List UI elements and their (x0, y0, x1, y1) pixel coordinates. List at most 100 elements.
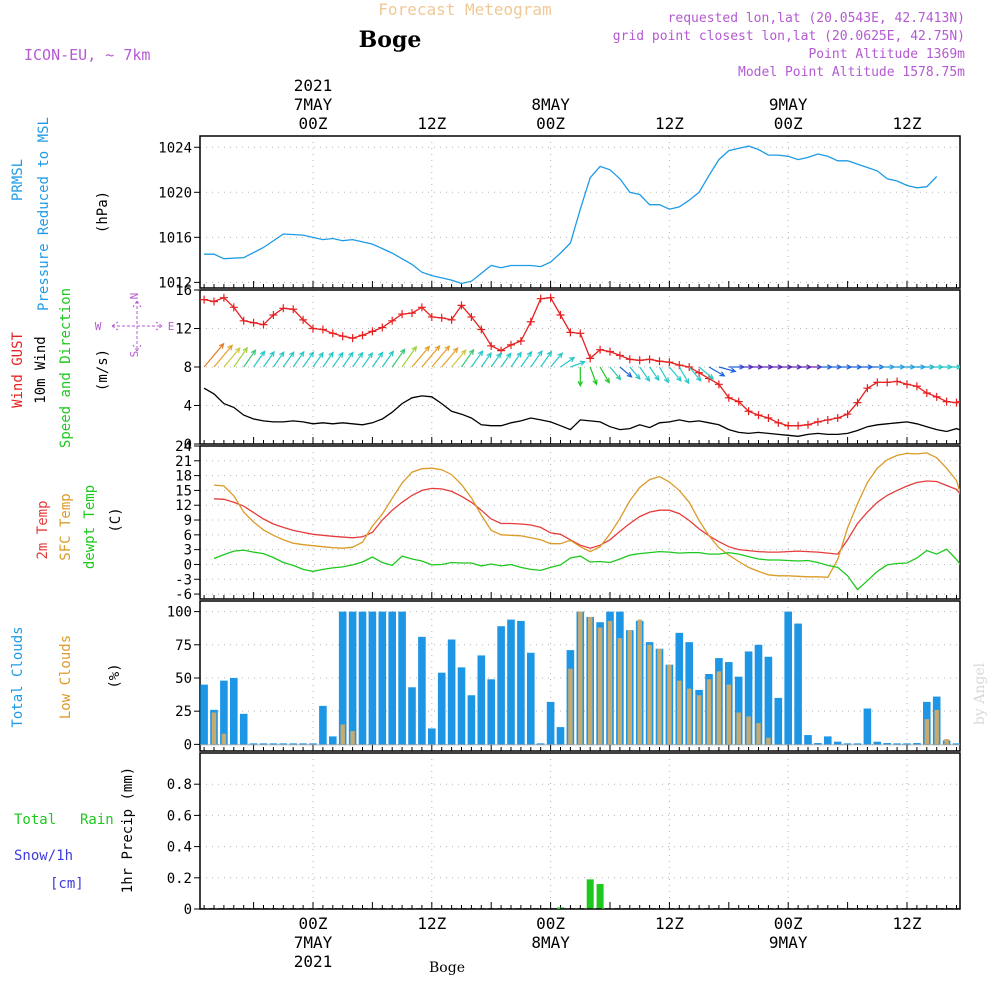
chart-title: Forecast Meteogram (378, 0, 551, 19)
y-tick-label: 15 (175, 483, 192, 499)
wind-arrow (708, 366, 726, 377)
wind-arrow (658, 366, 670, 384)
sfc-line (213, 452, 960, 578)
y-tick-label: -3 (175, 572, 192, 588)
wind-arrow (352, 351, 364, 368)
pressure-line (204, 145, 938, 285)
wind-arrow (599, 366, 610, 384)
total-cloud-bar (368, 611, 377, 745)
gust-marker (269, 311, 278, 320)
dir-key-cross (111, 300, 163, 352)
total-cloud-bar (517, 620, 525, 745)
total-cloud-bar (833, 741, 842, 745)
total-cloud-bar (853, 743, 862, 745)
gust-marker (259, 320, 268, 329)
wind-arrow (411, 345, 431, 368)
temp-unit-label: (C) (108, 507, 124, 532)
y-tick-label: 0 (184, 437, 192, 453)
gust-marker (655, 357, 664, 366)
y-tick-label: -6 (175, 587, 192, 603)
total-cloud-bar (338, 611, 347, 745)
time-label: 7MAY (294, 933, 333, 952)
gust-marker (487, 341, 496, 350)
temp-dewpt-label: dewpt Temp (82, 485, 98, 569)
low-cloud-bar (944, 739, 949, 745)
clouds-panel: Total Clouds Low Clouds (%) (10, 626, 123, 727)
wind-10m-label: 10m Wind (33, 336, 49, 403)
rain-bar (586, 879, 594, 909)
gust-marker (764, 414, 773, 423)
total-cloud-bar (804, 735, 812, 745)
wind-arrow (956, 365, 960, 368)
wind-arrow (480, 351, 492, 368)
gust-marker (417, 303, 426, 312)
total-cloud-bar (329, 736, 337, 745)
low-cloud-bar (211, 712, 217, 745)
gust-marker (714, 380, 723, 389)
series-temp2m (213, 480, 960, 555)
total-cloud-bar (477, 655, 486, 745)
low-cloud-bar (597, 627, 603, 745)
total-cloud-bar (734, 676, 743, 745)
total-cloud-bar (794, 623, 802, 745)
time-label: 8MAY (531, 95, 570, 114)
y-tick-label: 24 (175, 439, 192, 455)
wind-arrow (678, 366, 690, 385)
temp-2m-label: 2m Temp (35, 500, 51, 559)
gust-marker (309, 324, 317, 333)
gust-marker (615, 351, 624, 360)
y-tick-label: 0.8 (167, 777, 192, 793)
total-cloud-bar (873, 741, 882, 745)
gust-marker (200, 295, 209, 304)
total-cloud-bar (457, 667, 466, 745)
time-label: 00Z (774, 114, 803, 133)
y-tick-label: 0.2 (167, 871, 192, 887)
y-tick-label: 0 (184, 902, 192, 918)
wind-arrow (530, 349, 543, 368)
time-label: 12Z (893, 114, 922, 133)
wind-arrow (381, 350, 395, 368)
y-tick-label: 6 (184, 528, 192, 544)
gust-marker (229, 303, 238, 312)
y-tick-label: 9 (184, 513, 192, 529)
dir-key-n: N (128, 293, 141, 300)
location-title: Boge (359, 27, 422, 53)
time-label: 12Z (893, 914, 922, 933)
time-label: 12Z (417, 114, 446, 133)
y-tick-label: 1020 (158, 185, 192, 201)
legend-rain: Rain (80, 812, 114, 828)
precip-panel: Total Rain Snow/1h [cm] 1hr Precip (mm) (14, 767, 136, 893)
gust-marker (903, 380, 911, 389)
gust-marker (457, 301, 466, 310)
wind-arrow (272, 351, 285, 368)
dir-key-e: E (168, 320, 175, 333)
dir-key-w: W (95, 320, 102, 333)
gust-marker (328, 329, 337, 338)
gust-marker (883, 378, 892, 387)
total-cloud-bar (289, 743, 297, 745)
panel-frame (199, 752, 961, 910)
wind-arrow (431, 345, 451, 368)
panel-frame (199, 445, 961, 600)
total-cloud-bar (309, 743, 317, 745)
series-sfc (213, 452, 960, 578)
wind-arrow (500, 352, 512, 368)
y-tick-label: 8 (184, 360, 192, 376)
gust-marker (368, 327, 377, 336)
wind-arrow (213, 344, 234, 368)
total-cloud-bar (358, 611, 367, 745)
total-cloud-bar (774, 697, 783, 745)
series-gust (200, 293, 960, 430)
pressure-label-unit: (hPa) (95, 191, 111, 233)
total-cloud-bar (913, 743, 921, 745)
total-cloud-bar (408, 687, 416, 745)
gust-marker (833, 414, 842, 423)
gust-marker (437, 313, 446, 322)
y-tick-label: 12 (175, 498, 192, 514)
gust-marker (447, 315, 456, 324)
gust-marker (219, 293, 228, 302)
gust-marker (427, 312, 436, 321)
gust-marker (398, 310, 407, 319)
y-tick-label: 1012 (158, 275, 192, 291)
